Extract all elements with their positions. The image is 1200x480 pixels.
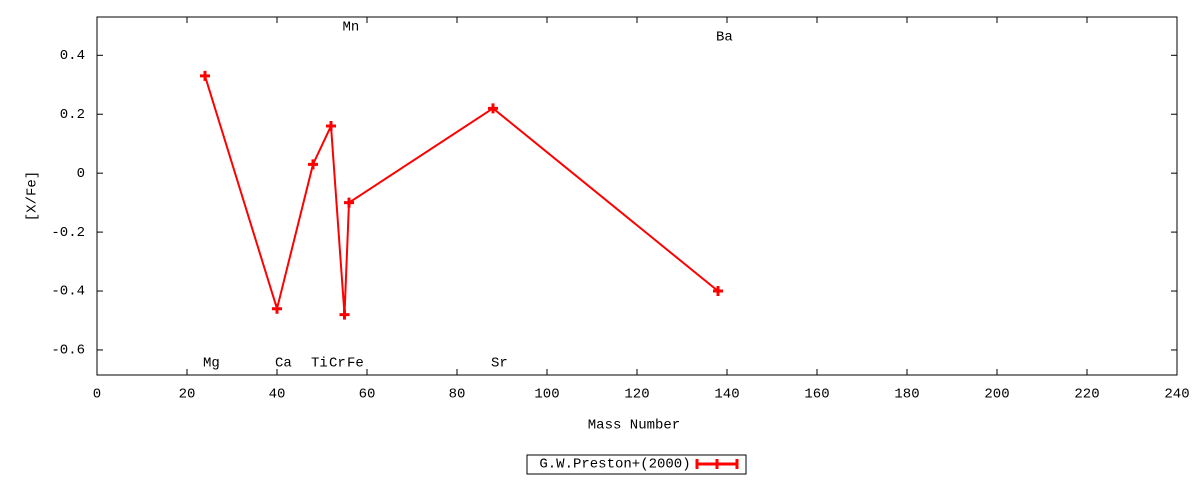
point-marker [339, 309, 350, 320]
legend-box [526, 454, 747, 475]
y-tick-label: -0.4 [51, 284, 85, 300]
x-tick-label: 40 [269, 387, 286, 403]
element-label: Ca [275, 356, 292, 372]
x-tick-label: 120 [624, 387, 649, 403]
element-label: Cr [329, 356, 346, 372]
x-tick-label: 220 [1074, 387, 1099, 403]
point-marker [326, 121, 336, 132]
x-tick-label: 240 [1164, 387, 1189, 403]
x-tick-label: 100 [534, 387, 559, 403]
point-marker [713, 286, 723, 297]
y-tick-label: 0 [77, 166, 85, 182]
legend-label: G.W.Preston+(2000) [539, 457, 690, 473]
element-label: Mn [343, 20, 360, 36]
y-axis-label: [X/Fe] [25, 171, 41, 221]
x-tick-label: 80 [449, 387, 466, 403]
point-marker [344, 197, 354, 208]
x-tick-label: 160 [804, 387, 829, 403]
element-label: Ba [716, 30, 733, 46]
element-label: Mg [203, 356, 220, 372]
legend-swatch-marker [695, 459, 739, 469]
y-tick-label: 0.2 [60, 107, 85, 123]
y-tick-label: -0.6 [51, 343, 85, 359]
x-tick-label: 140 [714, 387, 739, 403]
element-label: Ti [311, 356, 328, 372]
x-tick-label: 60 [359, 387, 376, 403]
point-marker [308, 159, 318, 170]
y-tick-label: 0.4 [60, 48, 85, 64]
point-marker [488, 103, 498, 114]
element-label: Fe [347, 356, 364, 372]
y-tick-label: -0.2 [51, 225, 85, 241]
x-axis-label: Mass Number [588, 418, 680, 434]
x-tick-label: 180 [894, 387, 919, 403]
x-tick-label: 20 [179, 387, 196, 403]
point-marker [272, 303, 282, 314]
point-marker [200, 70, 210, 81]
element-label: Sr [491, 356, 508, 372]
plot-frame [96, 16, 1178, 376]
series-line [204, 75, 719, 315]
x-tick-label: 0 [93, 387, 101, 403]
x-tick-label: 200 [984, 387, 1009, 403]
